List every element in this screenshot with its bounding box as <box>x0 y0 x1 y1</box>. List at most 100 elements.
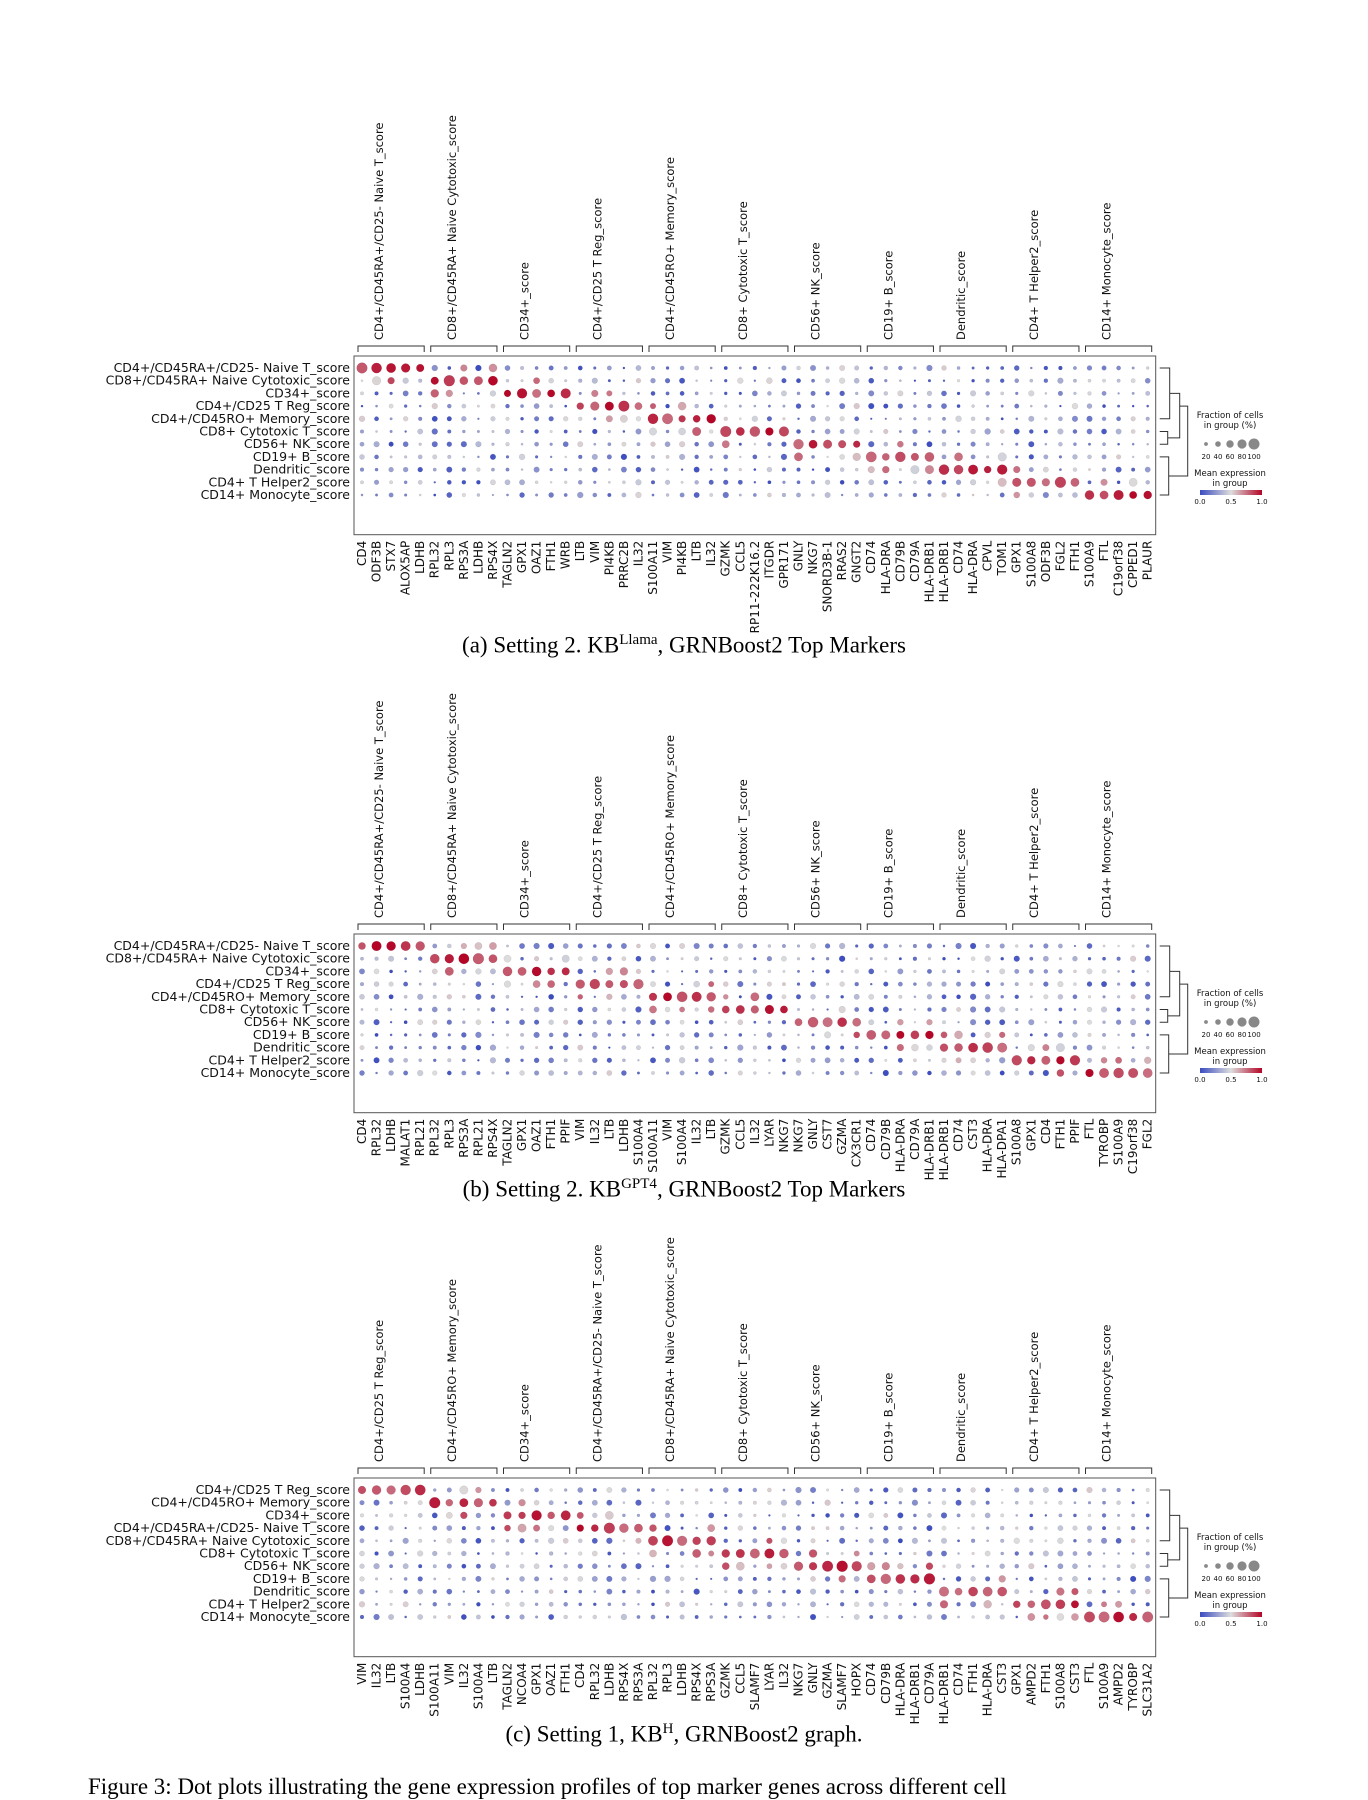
group-bracket <box>430 923 498 930</box>
expression-dot <box>679 453 686 460</box>
expression-dot <box>781 982 786 987</box>
expression-dot <box>359 1588 365 1595</box>
expression-dot <box>403 1577 408 1581</box>
expression-dot <box>782 404 786 408</box>
expression-dot <box>881 1562 890 1571</box>
gene-label: RPL3 <box>442 541 456 571</box>
expression-dot <box>593 969 597 973</box>
expression-dot <box>1042 491 1049 499</box>
expression-dot <box>1029 944 1034 948</box>
expression-dot <box>999 1525 1005 1531</box>
expression-dot <box>676 1535 688 1546</box>
group-label: CD8+ Cytotoxic T_score <box>736 779 750 918</box>
expression-dot <box>359 1576 365 1582</box>
expression-dot <box>417 1500 423 1506</box>
expression-dot <box>622 1552 626 1555</box>
expression-dot <box>810 480 816 485</box>
expression-dot <box>388 1070 394 1076</box>
expression-dot <box>607 492 612 498</box>
expression-dot <box>447 1551 452 1556</box>
legend-size-dot <box>1204 442 1208 446</box>
legend-fraction-title: in group (%) <box>1204 1543 1257 1553</box>
expression-dot <box>969 942 977 950</box>
expression-dot <box>578 467 583 472</box>
expression-dot <box>753 379 757 382</box>
expression-dot <box>912 956 918 961</box>
expression-dot <box>548 416 554 422</box>
expression-dot <box>780 1499 788 1506</box>
expression-dot <box>1029 982 1034 986</box>
expression-dot <box>954 1043 963 1052</box>
gene-label: RPL32 <box>428 541 442 579</box>
expression-dot <box>738 391 742 396</box>
expression-dot <box>373 1613 380 1621</box>
expression-dot <box>984 1512 991 1519</box>
expression-dot <box>505 1539 510 1543</box>
expression-dot <box>1116 378 1121 383</box>
expression-dot <box>982 1042 994 1053</box>
expression-dot <box>1044 1020 1048 1024</box>
expression-dot <box>1087 454 1092 460</box>
expression-dot <box>375 1539 378 1543</box>
expression-dot <box>825 982 830 986</box>
expression-dot <box>506 1008 509 1011</box>
expression-dot <box>767 480 772 485</box>
expression-dot <box>1130 416 1136 422</box>
expression-dot <box>852 1017 862 1027</box>
expression-dot <box>388 403 394 409</box>
expression-dot <box>767 1487 772 1493</box>
expression-dot <box>1028 429 1034 434</box>
legend-size-tick: 100 <box>1247 1031 1260 1039</box>
expression-dot <box>664 1006 671 1013</box>
expression-dot <box>606 1537 613 1545</box>
expression-dot <box>520 982 524 986</box>
expression-dot <box>433 1577 437 1581</box>
expression-dot <box>1101 981 1108 988</box>
expression-dot <box>504 1057 511 1063</box>
expression-dot <box>1028 415 1035 422</box>
expression-dot <box>577 968 584 975</box>
expression-dot <box>535 1046 539 1050</box>
expression-dot <box>491 467 495 472</box>
expression-dot <box>621 1032 626 1037</box>
gene-label: CST7 <box>821 1119 835 1150</box>
expression-dot <box>462 455 466 459</box>
gene-label: S100A4 <box>399 1663 413 1709</box>
expression-dot <box>476 391 480 395</box>
expression-dot <box>913 366 917 370</box>
expression-dot <box>956 1513 961 1518</box>
expression-dot <box>476 1007 480 1012</box>
expression-dot <box>851 1560 862 1572</box>
expression-dot <box>868 1601 874 1607</box>
expression-dot <box>403 1589 408 1594</box>
expression-dot <box>781 1019 787 1025</box>
expression-dot <box>1000 1501 1004 1505</box>
expression-dot <box>519 479 525 486</box>
expression-dot <box>664 1575 671 1583</box>
expression-dot <box>650 454 656 459</box>
expression-dot <box>1000 1513 1005 1518</box>
expression-dot <box>796 1538 801 1543</box>
expression-dot <box>957 1526 960 1530</box>
group-label: CD56+ NK_score <box>809 820 823 918</box>
expression-dot <box>1071 402 1079 410</box>
expression-dot <box>1029 1525 1034 1531</box>
expression-dot <box>1117 969 1121 973</box>
expression-dot <box>637 1602 640 1606</box>
expression-dot <box>359 1538 365 1544</box>
expression-dot <box>766 981 772 987</box>
expression-dot <box>548 365 554 371</box>
expression-dot <box>374 1007 379 1012</box>
expression-dot <box>607 442 612 447</box>
expression-dot <box>1054 476 1067 488</box>
gene-label: HLA-DRB1 <box>922 541 936 603</box>
expression-dot <box>854 969 859 974</box>
expression-dot <box>375 1602 379 1606</box>
expression-dot <box>811 493 815 497</box>
expression-dot <box>432 467 437 472</box>
expression-dot <box>489 453 496 460</box>
expression-dot <box>607 379 611 383</box>
expression-dot <box>415 941 425 951</box>
expression-dot <box>913 1020 917 1024</box>
